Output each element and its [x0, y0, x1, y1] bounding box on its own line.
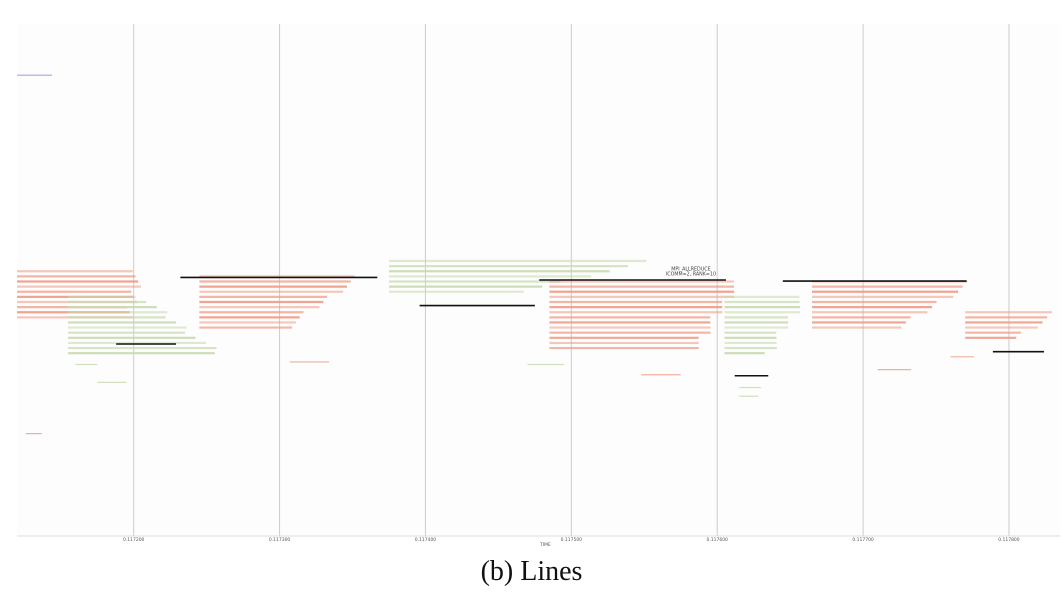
x-tick-label: 0.117200 [123, 537, 145, 543]
x-tick-label: 0.117300 [269, 537, 291, 543]
x-tick-label: 0.117400 [415, 537, 437, 543]
caption-label: (b) [480, 556, 514, 587]
plot-area [17, 24, 1060, 536]
x-axis-label: TIME [539, 542, 551, 548]
annotation-detail: ICOMM=2, RANK=10 [666, 271, 716, 277]
timeline-chart: 0.117200 0.117300 0.117400 0.117500 0.117600… [17, 24, 1060, 548]
x-tick-label: 0.117500 [561, 537, 583, 543]
caption-text: Lines [520, 556, 583, 587]
x-tick-label: 0.117800 [998, 537, 1020, 543]
x-tick-label: 0.117700 [852, 537, 874, 543]
figure-caption: (b) Lines [0, 556, 1063, 588]
annotation-title: MPI_ALLREDUCE [671, 266, 710, 272]
x-tick-label: 0.117600 [706, 537, 728, 543]
